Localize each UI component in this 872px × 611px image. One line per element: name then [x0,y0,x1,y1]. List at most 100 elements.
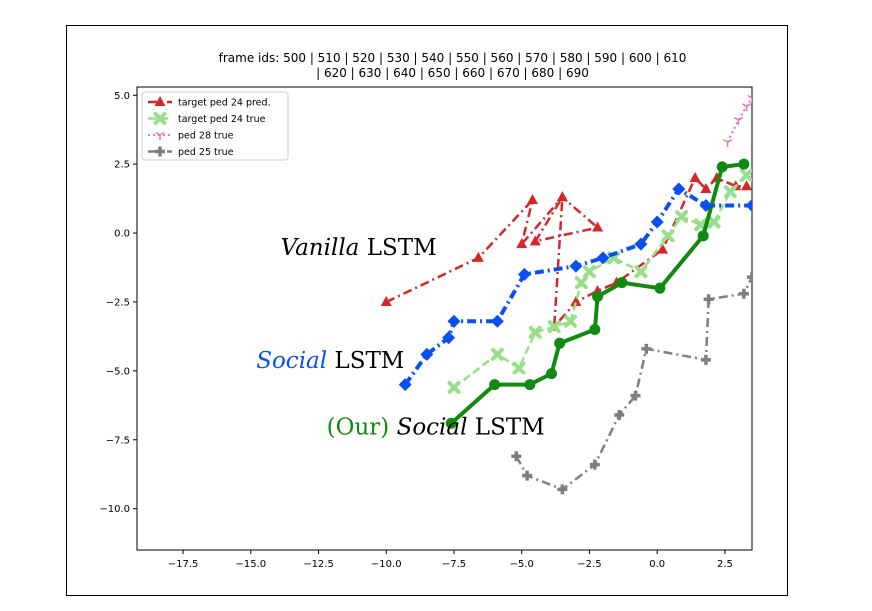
data-point [563,314,577,328]
data-point [745,199,752,213]
y-tick-label: 0.0 [114,229,130,240]
data-point [490,347,504,361]
data-point [689,171,701,182]
series-ped-28-true [722,94,752,148]
x-tick-label: −17.5 [168,559,199,570]
data-point [747,94,752,104]
data-point [616,277,628,289]
data-point [592,221,604,232]
data-point [700,354,711,365]
data-point [490,314,504,328]
data-point [589,459,600,470]
y-tick-label: 5.0 [114,91,130,102]
annotation-part: LSTM [467,414,544,440]
data-point [570,295,582,306]
data-point [447,314,461,328]
data-point [557,484,568,495]
series-our-social-green [445,158,750,429]
data-point [582,265,596,279]
data-point [634,265,648,279]
legend-marker [155,131,165,140]
data-point [524,379,536,391]
data-point [700,182,712,193]
data-point [517,267,531,281]
legend-entry: ped 25 true [148,146,234,158]
title-line-2: | 620 | 630 | 640 | 650 | 660 | 670 | 68… [316,66,589,80]
data-point [738,158,750,170]
data-point [527,193,539,204]
data-point [661,229,675,243]
x-tick-label: −7.5 [442,559,466,570]
data-point [489,379,501,391]
legend-entry: target ped 24 pred. [148,96,271,109]
data-point [747,272,752,283]
data-point [522,470,533,481]
annotation-vanilla: Vanilla LSTM [281,235,437,261]
data-point [703,294,714,305]
annotation-part: Social [397,414,468,440]
data-point [445,417,457,429]
data-point [512,361,526,375]
data-point [398,378,412,392]
annotation-part: Vanilla [281,235,360,261]
data-point [738,288,749,299]
data-point [641,343,652,354]
data-point [529,235,541,246]
data-point [630,390,641,401]
data-point [511,451,522,462]
legend-box [141,91,289,161]
data-point [592,290,604,302]
series-line [449,162,745,425]
data-point [741,103,752,112]
annotation-part: (Our) [327,414,397,440]
annotation-part: LSTM [327,348,404,374]
data-point [654,282,666,294]
data-point [447,380,461,394]
series-vanilla-blue [398,182,752,392]
x-tick-label: 0.0 [649,559,665,570]
legend-label: ped 25 true [178,147,234,158]
legend: target ped 24 pred. target ped 24 true ped… [141,91,289,161]
annotation-ours: (Our) Social LSTM [327,414,545,440]
data-point [723,185,737,199]
data-point [528,325,542,339]
y-tick-label: 2.5 [114,160,130,171]
data-point [672,182,686,196]
data-point [546,368,558,380]
plot-axes: −17.5 −15.0 −12.5 −10.0 −7.5 −5.0 −2.5 0.0 2.5 5.… [99,86,753,570]
legend-entry: target ped 24 true [148,112,266,125]
data-point [442,331,456,345]
y-tick-label: −7.5 [106,435,130,446]
data-point [699,199,713,213]
legend-label: target ped 24 pred. [178,98,271,109]
data-point [741,180,752,191]
data-point [554,337,566,349]
legend-marker [153,112,167,125]
x-tick-label: 2.5 [717,559,733,570]
data-point [596,251,610,265]
x-tick-label: −12.5 [303,559,334,570]
data-point [614,409,625,420]
data-point [657,243,669,254]
data-point [707,215,721,229]
data-point [716,161,728,173]
data-point [733,116,744,126]
series-line [726,97,752,143]
series-group [380,94,752,495]
annotation-social: Social LSTM [256,348,404,374]
data-point [740,168,752,182]
axes-box [136,86,753,551]
x-tick-label: −2.5 [577,559,601,570]
annotation-part: Social [256,348,327,374]
data-point [516,238,528,249]
legend-marker [155,146,165,157]
legend-label: target ped 24 true [178,114,266,125]
data-point [569,259,583,273]
data-point [472,251,484,262]
legend-label: ped 28 true [178,131,234,142]
data-point [697,230,709,242]
data-point [675,210,689,224]
legend-marker [154,96,166,106]
data-point [589,324,601,336]
